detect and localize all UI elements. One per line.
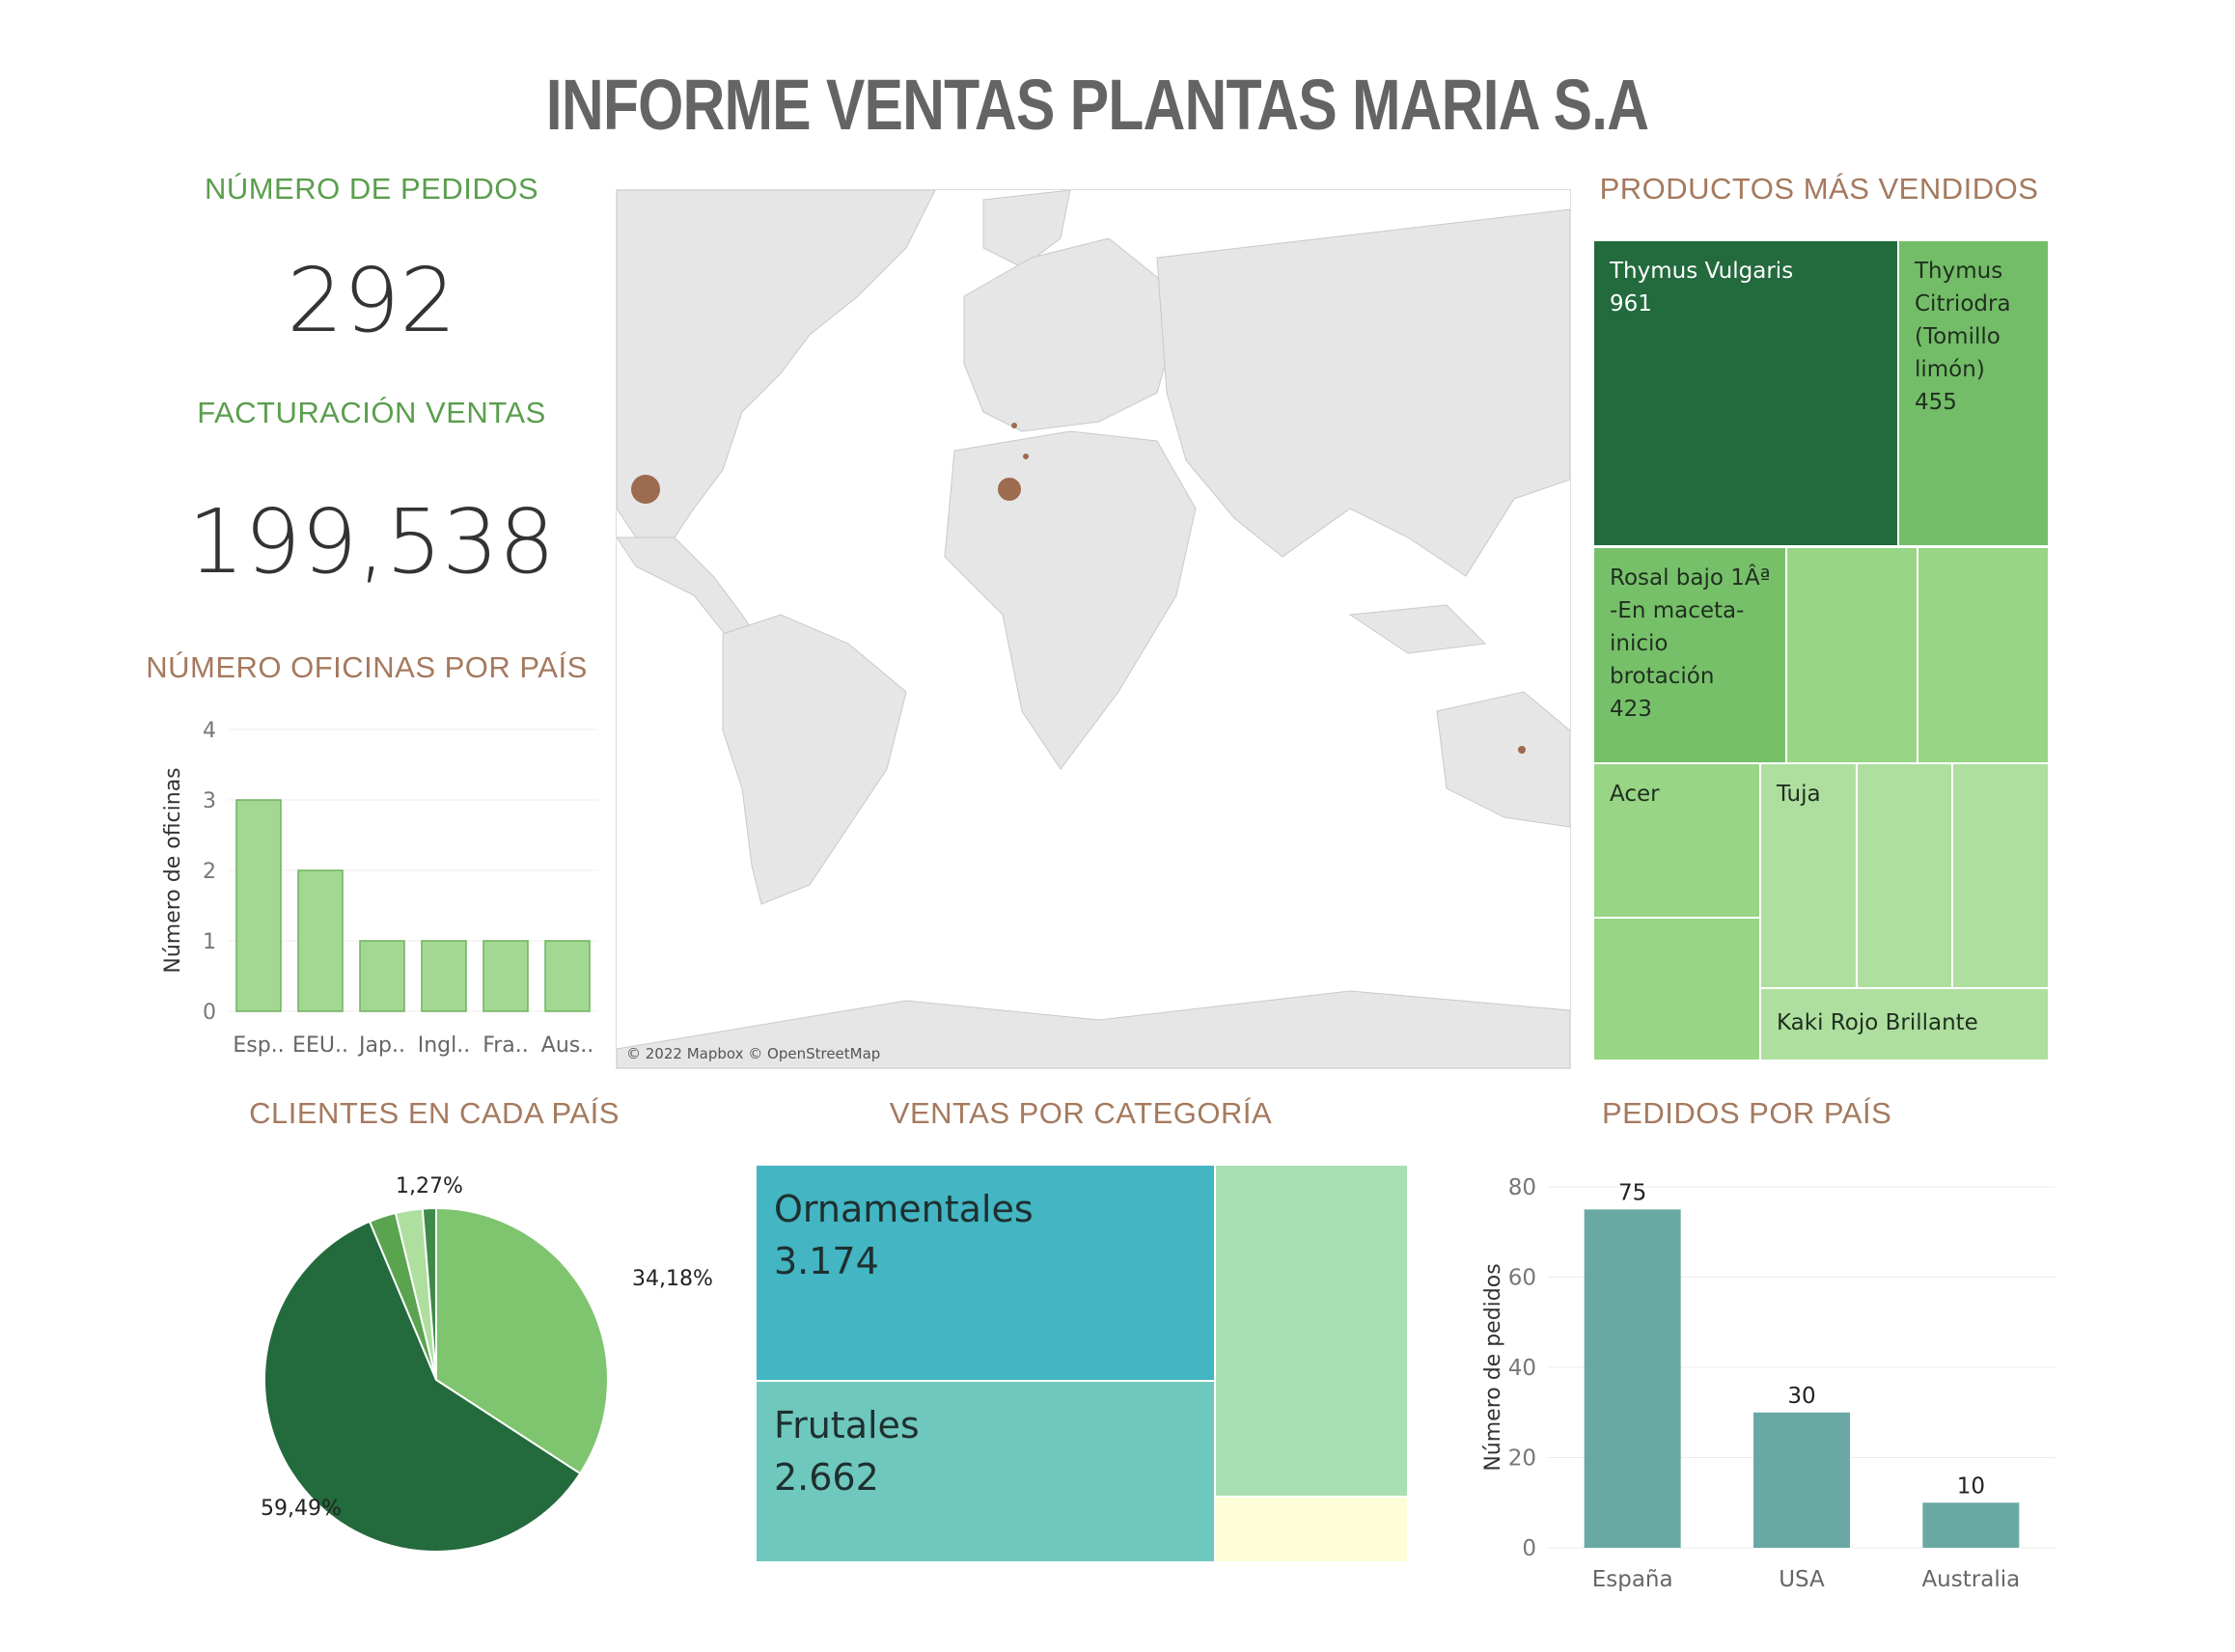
category-cell-ornamentales[interactable]: Ornamentales 3.174 bbox=[757, 1166, 1214, 1380]
y-tick-label: 2 bbox=[203, 860, 216, 884]
x-tick-label: Australia bbox=[1921, 1567, 2020, 1592]
treemap-cell[interactable] bbox=[1787, 548, 1917, 762]
marker-australia bbox=[1518, 746, 1526, 754]
pedidos-pais-title: PEDIDOS POR PAÍS bbox=[1602, 1096, 1892, 1130]
pedidos-value: 292 bbox=[287, 249, 456, 352]
treemap-cell-rosal-bajo[interactable]: Rosal bajo 1Âª -En maceta-inicio brotaci… bbox=[1594, 548, 1785, 762]
north-america-shape bbox=[617, 190, 936, 538]
central-america-shape bbox=[617, 537, 762, 645]
bar bbox=[483, 940, 529, 1012]
treemap-label: Rosal bajo 1Âª -En maceta-inicio brotaci… bbox=[1610, 565, 1771, 722]
facturacion-value: 199,538 bbox=[187, 490, 556, 593]
data-label: 30 bbox=[1787, 1384, 1815, 1409]
marker-inglaterra bbox=[1011, 423, 1017, 428]
treemap-label: Kaki Rojo Brillante bbox=[1777, 1010, 1978, 1035]
asia-shape bbox=[1156, 208, 1570, 577]
pie-slice bbox=[421, 1206, 437, 1381]
clientes-pie-chart: 34,18% 59,49% 1,27% bbox=[261, 1174, 713, 1553]
treemap-cell[interactable] bbox=[1918, 548, 2048, 762]
category-cell[interactable] bbox=[1216, 1166, 1407, 1496]
oficinas-title: NÚMERO OFICINAS POR PAÍS bbox=[146, 650, 588, 684]
x-tick-label: Esp.. bbox=[233, 1033, 284, 1058]
world-map-canvas bbox=[617, 190, 1570, 1068]
productos-treemap: Thymus Vulgaris 961 Thymus Citriodra (Tom… bbox=[1594, 241, 2048, 1060]
bar bbox=[1753, 1412, 1850, 1548]
bar bbox=[297, 869, 344, 1012]
bar bbox=[421, 940, 467, 1012]
bar bbox=[544, 940, 591, 1012]
pie-slice bbox=[263, 1220, 582, 1553]
treemap-cell-thymus-citriodra[interactable]: Thymus Citriodra (Tomillo limón) 455 bbox=[1899, 241, 2048, 545]
pie-label: 59,49% bbox=[261, 1497, 342, 1521]
dashboard-title: INFORME VENTAS PLANTAS MARIA S.A bbox=[545, 65, 1649, 145]
y-tick-label: 40 bbox=[1508, 1356, 1536, 1381]
y-tick-label: 60 bbox=[1508, 1266, 1536, 1291]
world-map[interactable]: © 2022 Mapbox © OpenStreetMap bbox=[616, 189, 1571, 1069]
africa-shape bbox=[944, 430, 1197, 770]
marker-espana bbox=[998, 478, 1021, 501]
category-label: Frutales 2.662 bbox=[774, 1404, 920, 1499]
data-label: 10 bbox=[1957, 1473, 1985, 1499]
map-attribution[interactable]: © 2022 Mapbox © OpenStreetMap bbox=[626, 1045, 881, 1062]
pie-label: 34,18% bbox=[632, 1267, 713, 1291]
x-tick-label: Aus.. bbox=[541, 1033, 593, 1058]
facturacion-label: FACTURACIÓN VENTAS bbox=[197, 396, 546, 429]
bar bbox=[1584, 1209, 1681, 1548]
indonesia-shape bbox=[1348, 604, 1487, 654]
treemap-label: Thymus Vulgaris 961 bbox=[1610, 259, 1794, 317]
category-cell-frutales[interactable]: Frutales 2.662 bbox=[757, 1382, 1214, 1561]
y-axis-label: Número de pedidos bbox=[1481, 1263, 1505, 1471]
treemap-label: Thymus Citriodra (Tomillo limón) 455 bbox=[1915, 259, 2011, 415]
oficinas-bar-chart: 0 1 2 3 4 Número de oficinas Esp.. EEU.. Jap.. In… bbox=[161, 719, 598, 1058]
greenland-shape bbox=[982, 190, 1071, 268]
x-tick-label: Ingl.. bbox=[418, 1033, 471, 1058]
marker-francia bbox=[1023, 454, 1029, 459]
y-tick-label: 80 bbox=[1508, 1175, 1536, 1200]
treemap-cell[interactable] bbox=[1594, 919, 1759, 1060]
clientes-title: CLIENTES EN CADA PAÍS bbox=[249, 1096, 620, 1130]
antarctica-shape bbox=[617, 990, 1570, 1068]
y-tick-label: 3 bbox=[203, 789, 216, 813]
category-cell[interactable] bbox=[1216, 1498, 1407, 1561]
treemap-label: Tuja bbox=[1777, 782, 1821, 807]
categoria-title: VENTAS POR CATEGORÍA bbox=[889, 1096, 1273, 1130]
x-tick-label: España bbox=[1592, 1567, 1673, 1592]
south-america-shape bbox=[722, 614, 907, 905]
y-tick-label: 4 bbox=[203, 719, 216, 743]
categoria-treemap: Ornamentales 3.174 Frutales 2.662 bbox=[757, 1166, 1407, 1561]
y-tick-label: 20 bbox=[1508, 1446, 1536, 1472]
treemap-cell-tuja[interactable]: Tuja bbox=[1761, 764, 1856, 987]
treemap-cell[interactable] bbox=[1858, 764, 1951, 987]
x-tick-label: Fra.. bbox=[483, 1033, 529, 1058]
treemap-cell-acer[interactable]: Acer bbox=[1594, 764, 1759, 917]
y-tick-label: 0 bbox=[1522, 1536, 1536, 1561]
treemap-label: Acer bbox=[1610, 782, 1660, 807]
europe-shape bbox=[963, 237, 1177, 432]
x-tick-label: EEU.. bbox=[292, 1033, 348, 1058]
bar bbox=[359, 940, 405, 1012]
australia-shape bbox=[1436, 691, 1570, 828]
y-axis-label: Número de oficinas bbox=[161, 767, 185, 973]
pie-label: 1,27% bbox=[396, 1174, 463, 1198]
data-label: 75 bbox=[1618, 1180, 1646, 1205]
pedidos-bar-chart: 0 20 40 60 80 Número de pedidos España 75 USA 30 A… bbox=[1481, 1175, 2056, 1592]
productos-title: PRODUCTOS MÁS VENDIDOS bbox=[1599, 172, 2039, 206]
pedidos-label: NÚMERO DE PEDIDOS bbox=[204, 172, 539, 206]
x-tick-label: USA bbox=[1779, 1567, 1825, 1592]
marker-eeuu bbox=[631, 475, 660, 504]
category-label: Ornamentales 3.174 bbox=[774, 1188, 1034, 1282]
treemap-cell-kaki[interactable]: Kaki Rojo Brillante bbox=[1761, 989, 2048, 1060]
y-tick-label: 0 bbox=[203, 1001, 216, 1025]
treemap-cell-thymus-vulgaris[interactable]: Thymus Vulgaris 961 bbox=[1594, 241, 1897, 545]
x-tick-label: Jap.. bbox=[357, 1033, 405, 1058]
bar bbox=[235, 799, 282, 1012]
bar bbox=[1922, 1502, 2020, 1548]
treemap-cell[interactable] bbox=[1953, 764, 2048, 987]
y-tick-label: 1 bbox=[203, 930, 216, 954]
